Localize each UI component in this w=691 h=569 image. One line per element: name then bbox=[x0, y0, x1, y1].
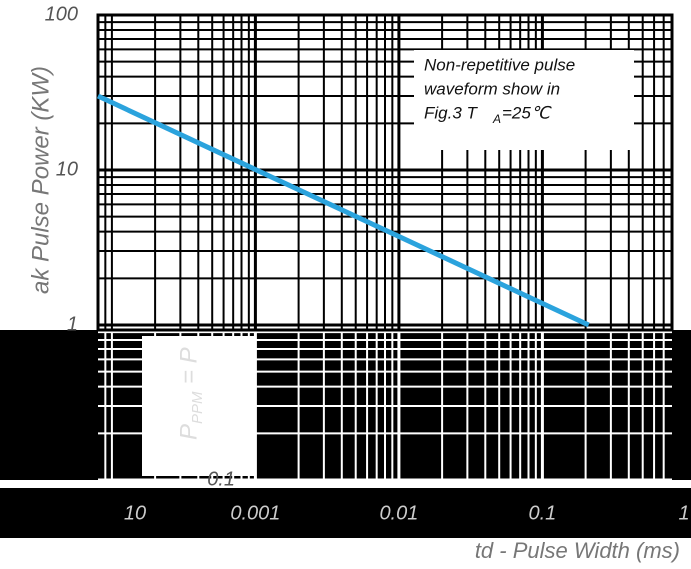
annotation-line: waveform show in bbox=[424, 79, 560, 98]
annotation-box bbox=[414, 50, 634, 150]
symbol-sub: PPM bbox=[189, 391, 206, 424]
symbol: P PPM = P bbox=[175, 347, 206, 440]
y-tick-label: 1 bbox=[67, 313, 78, 335]
y-tick-label: 0.1 bbox=[207, 468, 235, 490]
x-tick-label: 0.1 bbox=[529, 502, 557, 524]
y-tick-label: 100 bbox=[45, 3, 78, 25]
annotation-line: =25℃ bbox=[502, 103, 552, 122]
x-tick-label: 1 bbox=[678, 502, 689, 524]
y-axis-label: ak Pulse Power (KW) bbox=[27, 66, 54, 294]
plot-frame bbox=[96, 13, 674, 332]
x-axis-label: td - Pulse Width (ms) bbox=[475, 538, 680, 563]
stray-label: 10 bbox=[124, 502, 146, 524]
symbol-main: P bbox=[175, 424, 202, 440]
x-tick-label: 0.01 bbox=[379, 502, 418, 524]
x-tick-label: 0.001 bbox=[230, 502, 280, 524]
annotation-line: Non-repetitive pulse bbox=[424, 55, 575, 74]
grid-bottom bbox=[98, 330, 672, 480]
y-tick-label: 10 bbox=[56, 158, 78, 180]
black-band bbox=[0, 330, 691, 480]
symbol-rest: = P bbox=[175, 347, 202, 384]
data-line bbox=[96, 93, 590, 328]
annotation-line: Fig.3 T bbox=[424, 103, 479, 122]
black-band-lower bbox=[0, 488, 691, 538]
annotation-sub: A bbox=[492, 112, 501, 126]
